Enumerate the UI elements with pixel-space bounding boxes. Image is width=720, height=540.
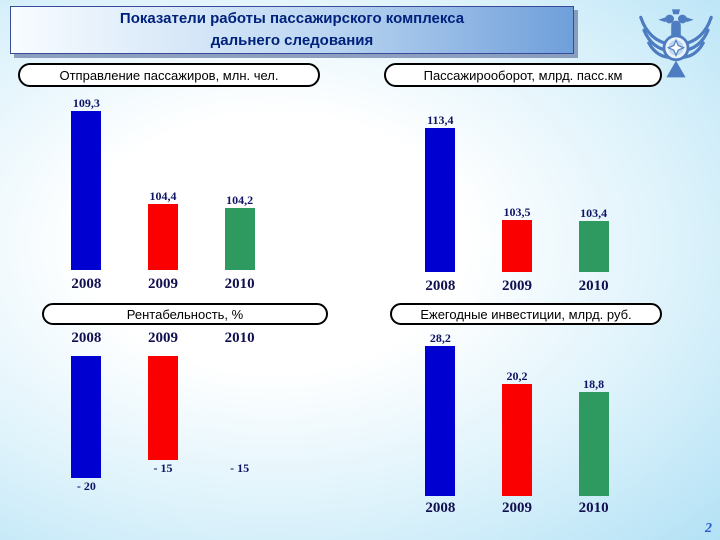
bar-column-2008: - 20 [48,356,125,494]
bar-2008 [425,128,456,272]
chart-profitability-title: Рентабельность, % [42,303,328,325]
value-label: 18,8 [583,377,605,391]
bar-2008 [71,356,102,478]
year-label: 2008 [71,276,102,292]
chart-departures-years: 2008 2009 2010 [48,276,278,293]
value-label: - 15 [153,461,173,475]
value-label: 28,2 [429,331,451,345]
value-label: 113,4 [427,113,454,127]
year-label: 2009 [502,500,532,516]
bar-column-2008: 113,4 [402,112,479,272]
year-label: 2008 [425,500,456,516]
year-label: 2008 [71,330,102,346]
bar-2009 [148,356,178,460]
chart-turnover-years: 2008 2009 2010 [402,278,632,295]
year-label: 2009 [148,276,178,292]
year-label: 2010 [224,330,255,346]
year-label: 2010 [578,278,609,294]
value-label: 20,2 [506,369,528,383]
bar-column-2008: 28,2 [402,330,479,496]
chart-departures-plot: 109,3 104,4 104,2 [48,95,278,270]
year-label: 2008 [425,278,456,294]
bar-column-2010: 103,4 [555,112,632,272]
chart-investments-years: 2008 2009 2010 [402,500,632,517]
bar-column-2009: 103,5 [479,112,556,272]
value-label: 104,4 [149,189,177,203]
bar-column-2010: - 15 [201,356,278,494]
slide-title-line1: Показатели работы пассажирского комплекс… [119,10,465,28]
bar-column-2008: 109,3 [48,95,125,270]
year-label: 2010 [224,276,255,292]
bar-2009 [502,384,532,496]
chart-turnover-title: Пассажирооборот, млрд. пасс.км [384,63,662,87]
year-label: 2010 [578,500,609,516]
bar-column-2009: 20,2 [479,330,556,496]
bar-2009 [148,204,178,270]
chart-departures-title: Отправление пассажиров, млн. чел. [18,63,320,87]
year-label: 2009 [148,330,178,346]
bar-2008 [71,111,102,270]
bar-column-2010: 18,8 [555,330,632,496]
slide-title: Показатели работы пассажирского комплекс… [10,6,574,54]
year-label: 2009 [502,278,532,294]
value-label: 103,4 [580,206,608,220]
bar-2009 [502,220,532,272]
value-label: 104,2 [226,193,254,207]
page-number: 2 [705,521,712,536]
bar-column-2009: - 15 [125,356,202,494]
bar-2010 [224,208,255,270]
bar-column-2010: 104,2 [201,95,278,270]
bar-column-2009: 104,4 [125,95,202,270]
value-label: - 15 [230,461,250,475]
chart-investments-title: Ежегодные инвестиции, млрд. руб. [390,303,662,325]
bar-2010 [578,221,609,272]
chart-investments-plot: 28,2 20,2 18,8 [402,330,632,496]
bar-2010 [578,392,609,496]
bar-2008 [425,346,456,496]
value-label: - 20 [76,479,96,493]
railway-agency-eagle-emblem-icon [636,0,716,86]
value-label: 103,5 [503,205,531,219]
chart-turnover-plot: 113,4 103,5 103,4 [402,112,632,272]
eagle-emblem-svg [639,9,713,78]
slide-title-line2: дальнего следования [210,32,374,49]
chart-profitability-years: 2008 2009 2010 [48,330,278,347]
value-label: 109,3 [72,96,100,110]
chart-profitability-plot: - 20 - 15 - 15 [48,356,278,494]
